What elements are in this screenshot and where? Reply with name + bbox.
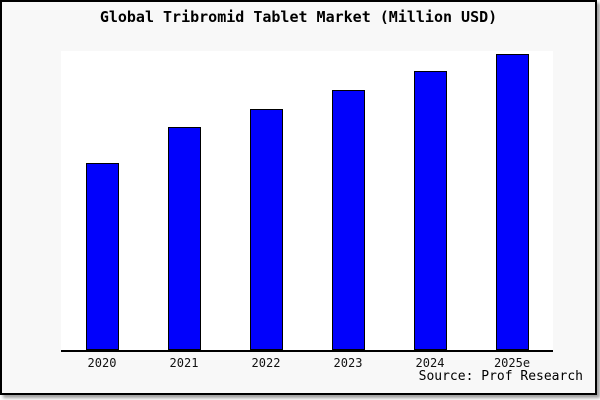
bar-slot-2021 xyxy=(143,51,225,350)
x-tick-label-2021: 2021 xyxy=(169,356,199,370)
bar-2023 xyxy=(331,89,365,350)
x-tick-label-2023: 2023 xyxy=(333,356,363,370)
x-tick-label-2024: 2024 xyxy=(415,356,445,370)
x-tick-label-2025e: 2025e xyxy=(493,356,531,370)
bar-2025e xyxy=(495,54,529,350)
plot-area xyxy=(61,51,553,352)
bar-2020 xyxy=(85,163,119,350)
bar-slot-2024 xyxy=(389,51,471,350)
chart-title: Global Tribromid Tablet Market (Million … xyxy=(99,8,498,26)
bar-2024 xyxy=(413,70,447,350)
source-note: Source: Prof Research xyxy=(418,369,583,384)
bar-slot-2025e xyxy=(471,51,553,350)
bar-slot-2022 xyxy=(225,51,307,350)
bar-slot-2020 xyxy=(61,51,143,350)
x-axis-labels: 2020 2021 2022 2023 2024 2025e xyxy=(61,356,553,370)
bar-slot-2023 xyxy=(307,51,389,350)
bar-2022 xyxy=(249,108,283,350)
x-tick-label-2020: 2020 xyxy=(87,356,117,370)
x-tick-label-2022: 2022 xyxy=(251,356,281,370)
bar-2021 xyxy=(167,127,201,350)
